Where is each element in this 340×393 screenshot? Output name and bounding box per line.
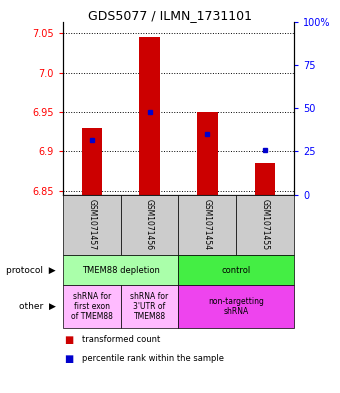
- Text: ■: ■: [65, 354, 74, 364]
- Text: GSM1071454: GSM1071454: [203, 199, 212, 251]
- Bar: [197, 112, 218, 195]
- Text: transformed count: transformed count: [82, 335, 160, 344]
- Text: ■: ■: [65, 335, 74, 345]
- Text: GSM1071457: GSM1071457: [87, 199, 96, 251]
- Text: TMEM88 depletion: TMEM88 depletion: [82, 266, 160, 275]
- Text: protocol  ▶: protocol ▶: [6, 266, 56, 275]
- Text: GSM1071456: GSM1071456: [145, 199, 154, 251]
- Text: GSM1071455: GSM1071455: [261, 199, 270, 251]
- Text: non-targetting
shRNA: non-targetting shRNA: [208, 297, 264, 316]
- Text: shRNA for
3'UTR of
TMEM88: shRNA for 3'UTR of TMEM88: [131, 292, 169, 321]
- Bar: [82, 128, 102, 195]
- Text: other  ▶: other ▶: [19, 302, 56, 311]
- Bar: [139, 37, 160, 195]
- Text: GDS5077 / ILMN_1731101: GDS5077 / ILMN_1731101: [88, 9, 252, 22]
- Text: shRNA for
first exon
of TMEM88: shRNA for first exon of TMEM88: [71, 292, 113, 321]
- Text: control: control: [222, 266, 251, 275]
- Bar: [255, 163, 275, 195]
- Text: percentile rank within the sample: percentile rank within the sample: [82, 354, 224, 363]
